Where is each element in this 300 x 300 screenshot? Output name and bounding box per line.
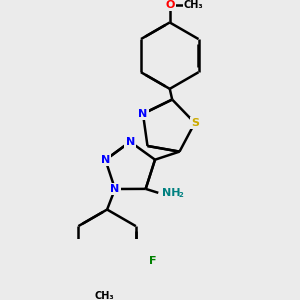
Text: F: F: [149, 256, 157, 266]
Text: N: N: [110, 184, 120, 194]
Text: N: N: [125, 137, 135, 147]
Text: N: N: [138, 109, 148, 119]
Text: N: N: [101, 155, 110, 165]
Text: 2: 2: [178, 192, 183, 198]
Text: CH₃: CH₃: [184, 0, 203, 10]
Text: O: O: [165, 0, 174, 10]
Text: CH₃: CH₃: [95, 292, 115, 300]
Text: NH: NH: [162, 188, 180, 198]
Text: S: S: [191, 118, 199, 128]
